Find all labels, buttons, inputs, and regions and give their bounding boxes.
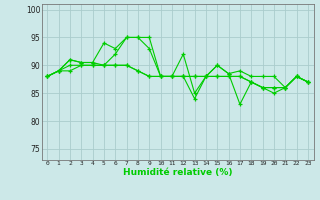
X-axis label: Humidité relative (%): Humidité relative (%) <box>123 168 232 177</box>
